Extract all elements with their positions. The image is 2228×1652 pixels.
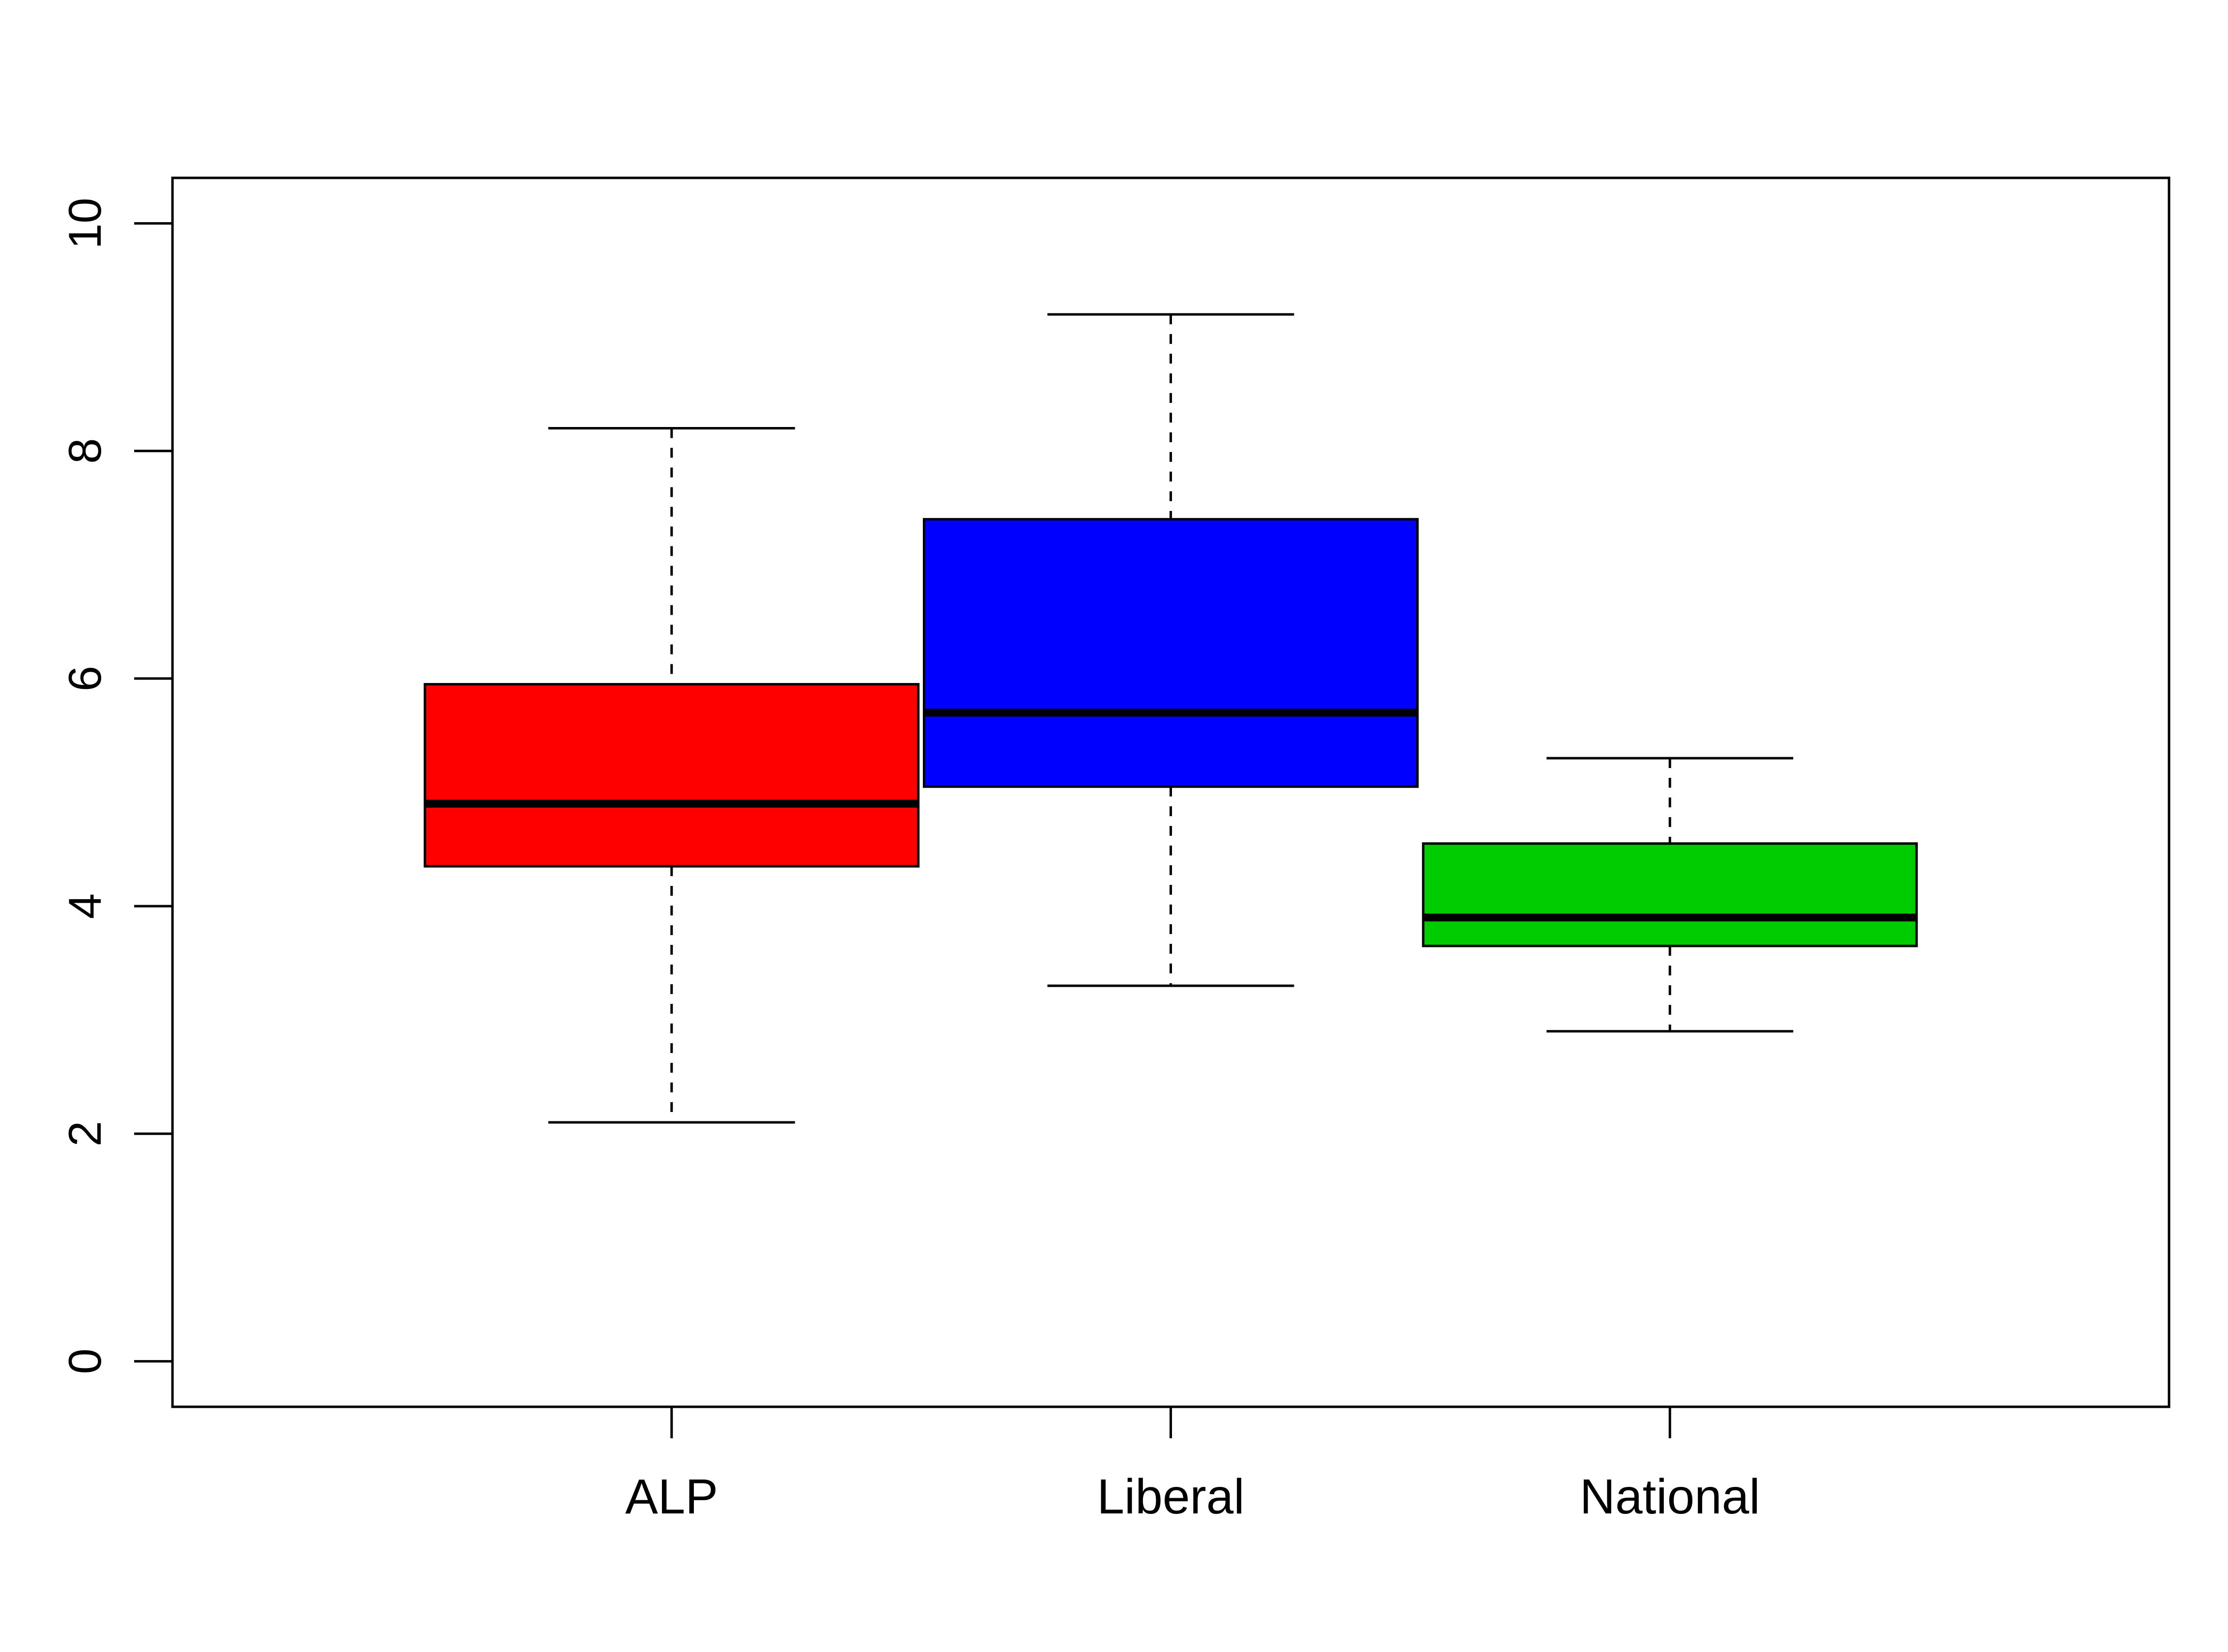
y-tick-label: 0 [59,1348,111,1374]
x-tick-label: National [1580,1469,1760,1524]
y-tick-label: 8 [59,438,111,464]
boxes [424,313,1918,1124]
box-group-alp [424,427,920,1124]
y-tick-label: 6 [59,666,111,691]
y-tick-label: 4 [59,893,111,919]
iqr-box [424,683,920,868]
x-tick-label: Liberal [1097,1469,1244,1524]
iqr-box [1422,842,1918,947]
box-group-liberal [923,313,1419,987]
x-axis: ALP Liberal National [625,1407,1760,1524]
y-tick-label: 2 [59,1121,111,1146]
iqr-box [923,518,1419,788]
y-axis: 0 2 4 6 8 10 [59,198,174,1374]
y-tick-label: 10 [59,198,111,249]
box-group-national [1422,757,1918,1033]
x-tick-label: ALP [625,1469,718,1524]
